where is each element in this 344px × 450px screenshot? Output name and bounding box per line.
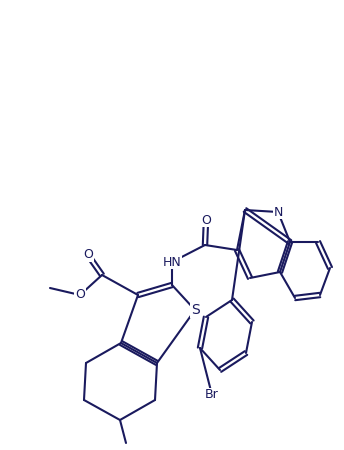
- Text: O: O: [83, 248, 93, 261]
- Text: HN: HN: [163, 256, 181, 269]
- Text: N: N: [273, 206, 283, 219]
- Text: O: O: [201, 213, 211, 226]
- Text: Br: Br: [205, 388, 219, 401]
- Text: S: S: [191, 303, 200, 317]
- Text: O: O: [75, 288, 85, 302]
